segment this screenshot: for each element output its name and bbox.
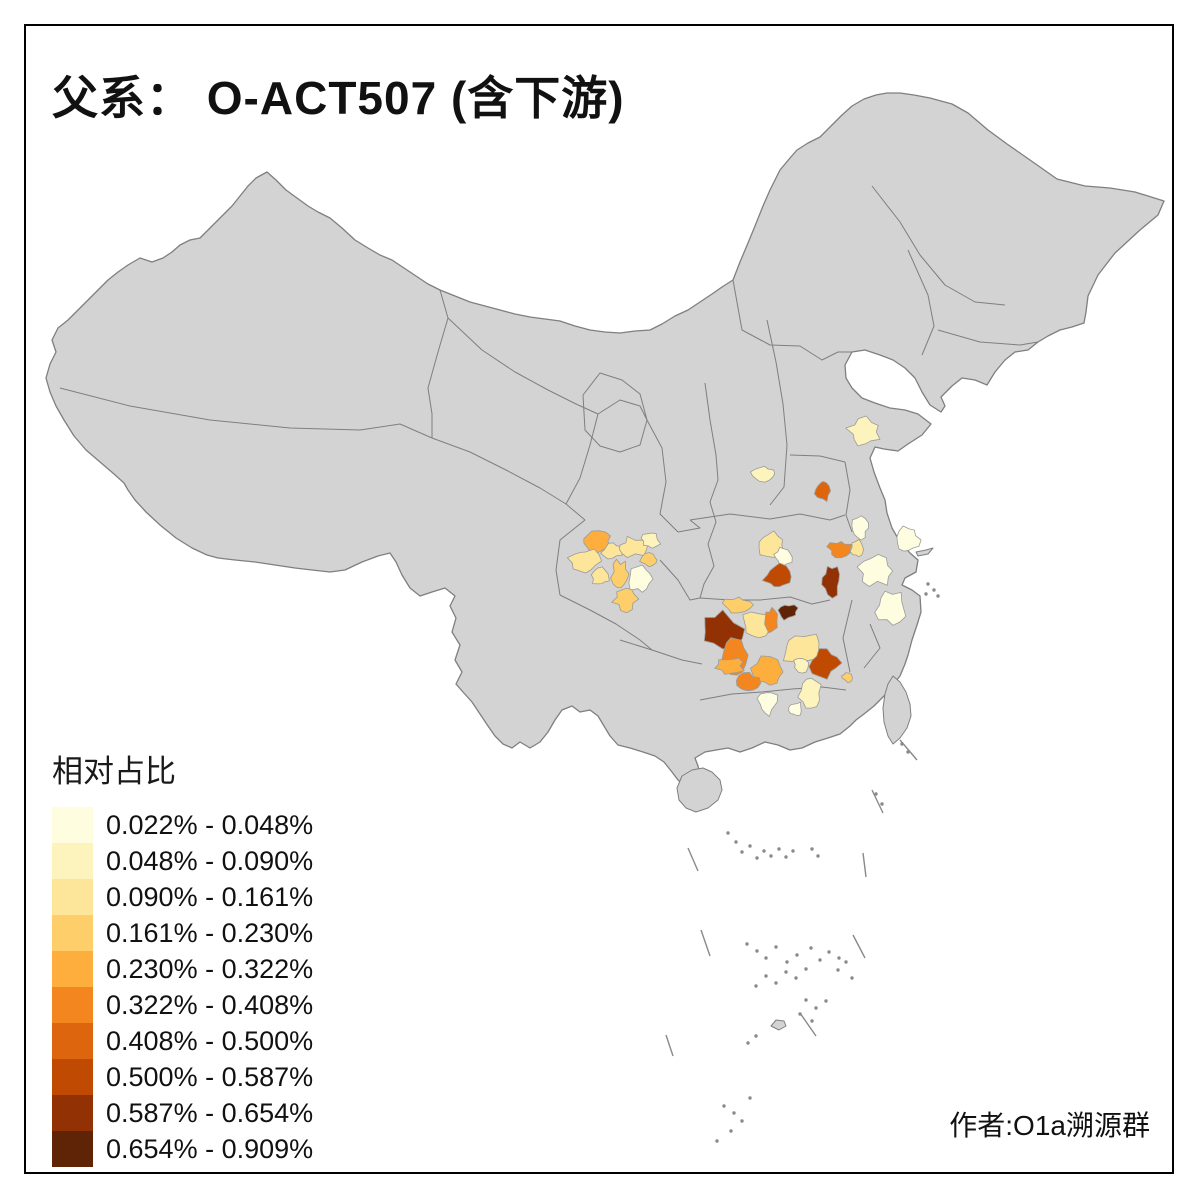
prefecture-region bbox=[756, 692, 779, 717]
prefecture-region bbox=[583, 530, 611, 553]
legend-swatch bbox=[52, 807, 93, 843]
legend-swatch bbox=[52, 1023, 93, 1059]
legend-label: 0.408% - 0.500% bbox=[106, 1025, 314, 1056]
province-borders bbox=[59, 185, 1039, 701]
prefecture-region bbox=[721, 596, 754, 614]
prefecture-region bbox=[610, 558, 630, 589]
prefecture-region bbox=[845, 415, 881, 447]
legend-label: 0.322% - 0.408% bbox=[106, 989, 314, 1020]
prefecture-region bbox=[808, 648, 843, 680]
legend-label: 0.230% - 0.322% bbox=[106, 953, 314, 984]
prefecture-region bbox=[566, 548, 602, 574]
prefecture-region bbox=[826, 541, 853, 559]
legend-label: 0.654% - 0.909% bbox=[106, 1133, 314, 1164]
prefecture-region bbox=[874, 590, 907, 626]
legend-swatch bbox=[52, 987, 93, 1023]
legend: 相对占比 0.022% - 0.048% 0.048% - 0.090% 0.090… bbox=[52, 746, 313, 1167]
prefecture-region bbox=[714, 657, 745, 675]
legend-swatch bbox=[52, 879, 93, 915]
sea-islets bbox=[665, 582, 940, 1143]
legend-row: 0.322% - 0.408% bbox=[52, 987, 313, 1023]
prefecture-region bbox=[814, 481, 831, 502]
prefecture-region bbox=[590, 566, 610, 585]
legend-label: 0.587% - 0.654% bbox=[106, 1097, 314, 1128]
prefecture-region bbox=[640, 532, 662, 549]
legend-row: 0.090% - 0.161% bbox=[52, 879, 313, 915]
attribution-text: 作者:O1a溯源群 bbox=[949, 1110, 1150, 1141]
prefecture-region bbox=[896, 525, 922, 552]
prefecture-region bbox=[639, 552, 658, 568]
legend-label: 0.090% - 0.161% bbox=[106, 881, 314, 912]
prefecture-region bbox=[788, 701, 802, 717]
highlighted-regions bbox=[566, 415, 922, 717]
legend-row: 0.408% - 0.500% bbox=[52, 1023, 313, 1059]
legend-label: 0.500% - 0.587% bbox=[106, 1061, 314, 1092]
legend-row: 0.230% - 0.322% bbox=[52, 951, 313, 987]
prefecture-region bbox=[777, 604, 799, 621]
legend-rows: 0.022% - 0.048% 0.048% - 0.090% 0.090% - 0… bbox=[52, 807, 313, 1167]
prefecture-region bbox=[762, 562, 792, 587]
legend-swatch bbox=[52, 951, 93, 987]
prefecture-region bbox=[797, 677, 822, 709]
prefecture-region bbox=[628, 564, 654, 593]
legend-row: 0.587% - 0.654% bbox=[52, 1095, 313, 1131]
prefecture-region bbox=[783, 633, 823, 663]
legend-row: 0.022% - 0.048% bbox=[52, 807, 313, 843]
legend-swatch bbox=[52, 1059, 93, 1095]
prefecture-region bbox=[841, 672, 853, 683]
legend-row: 0.654% - 0.909% bbox=[52, 1131, 313, 1167]
legend-swatch bbox=[52, 915, 93, 951]
prefecture-region bbox=[851, 515, 869, 541]
legend-swatch bbox=[52, 843, 93, 879]
prefecture-region bbox=[773, 546, 793, 568]
legend-swatch bbox=[52, 1131, 93, 1167]
legend-swatch bbox=[52, 1095, 93, 1131]
prefecture-region bbox=[750, 465, 775, 483]
islands bbox=[676, 547, 934, 1031]
legend-label: 0.048% - 0.090% bbox=[106, 845, 314, 876]
prefecture-region bbox=[856, 554, 894, 587]
legend-row: 0.161% - 0.230% bbox=[52, 915, 313, 951]
mainland bbox=[45, 92, 1165, 789]
prefecture-region bbox=[821, 566, 840, 599]
prefecture-region bbox=[736, 672, 762, 692]
prefecture-region bbox=[764, 607, 778, 634]
prefecture-region bbox=[600, 542, 623, 560]
legend-label: 0.161% - 0.230% bbox=[106, 917, 314, 948]
legend-row: 0.500% - 0.587% bbox=[52, 1059, 313, 1095]
prefecture-region bbox=[793, 658, 809, 674]
page-title: 父系： O-ACT507 (含下游) bbox=[52, 72, 625, 124]
prefecture-region bbox=[849, 539, 864, 558]
legend-title: 相对占比 bbox=[52, 754, 176, 789]
legend-label: 0.022% - 0.048% bbox=[106, 809, 314, 840]
prefecture-region bbox=[611, 587, 640, 614]
legend-row: 0.048% - 0.090% bbox=[52, 843, 313, 879]
prefecture-region bbox=[619, 536, 651, 558]
